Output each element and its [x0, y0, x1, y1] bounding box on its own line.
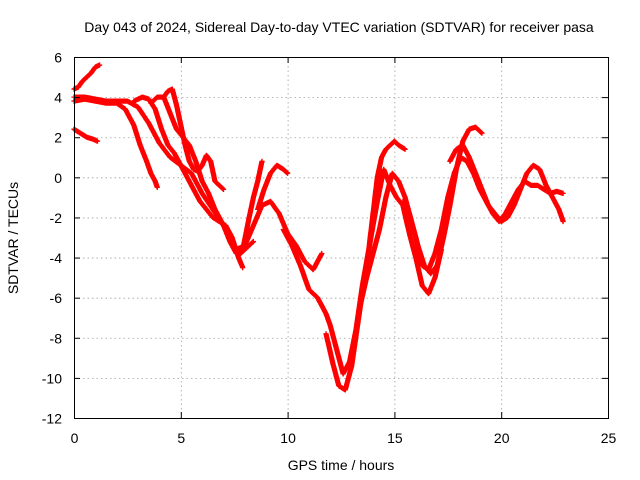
series-arc-1	[71, 126, 101, 144]
x-axis-label: GPS time / hours	[288, 457, 395, 473]
y-tick-labels: -12 -10 -8 -6 -4 -2 0 2 4 6	[42, 50, 62, 427]
y-tick-label: -4	[50, 250, 63, 266]
series-arc-6	[148, 94, 256, 257]
x-tick-label: 15	[387, 430, 403, 446]
y-axis-label: SDTVAR / TECUs	[5, 182, 21, 294]
y-tick-label: -10	[42, 370, 62, 386]
marker-path	[148, 94, 256, 257]
series-arc-2	[71, 62, 103, 92]
data-points	[71, 62, 566, 393]
marker-path	[71, 126, 101, 144]
y-tick-label: -2	[50, 210, 63, 226]
marker-path	[233, 198, 325, 273]
axis-ticks	[74, 57, 609, 419]
x-tick-label: 5	[177, 430, 185, 446]
y-tick-label: 2	[54, 130, 62, 146]
y-tick-label: -8	[50, 330, 63, 346]
marker-path	[447, 142, 566, 225]
x-tick-labels: 0 5 10 15 20 25	[71, 430, 617, 446]
x-tick-label: 20	[494, 430, 510, 446]
y-tick-label: -6	[50, 290, 63, 306]
chart-title: Day 043 of 2024, Sidereal Day-to-day VTE…	[84, 19, 594, 35]
plot-frame	[74, 57, 609, 419]
series-arc-4	[71, 94, 265, 257]
x-tick-label: 25	[601, 430, 617, 446]
marker-path	[71, 96, 160, 190]
x-tick-label: 0	[71, 430, 79, 446]
marker-path	[255, 162, 291, 212]
y-tick-label: 4	[54, 90, 62, 106]
y-tick-label: -12	[42, 411, 62, 427]
marker-path	[161, 86, 227, 192]
x-tick-label: 10	[280, 430, 296, 446]
y-tick-label: 6	[54, 50, 62, 66]
marker-path	[71, 62, 103, 92]
series-arc-7	[161, 86, 227, 192]
series-arc-3	[71, 96, 160, 190]
marker-path	[71, 94, 265, 257]
y-tick-label: 0	[54, 170, 62, 186]
series-arc-9	[255, 162, 291, 212]
series-arc-8	[233, 198, 325, 273]
series-arc-14	[447, 142, 566, 225]
